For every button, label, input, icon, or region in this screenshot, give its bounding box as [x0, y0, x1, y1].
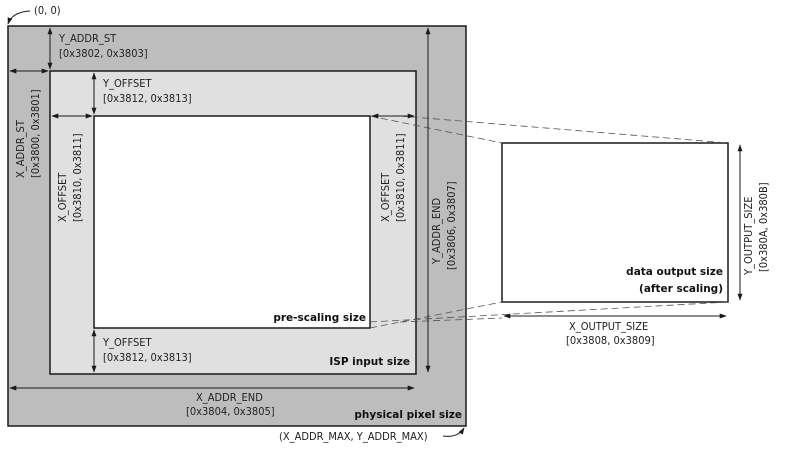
data-output-area: [501, 142, 729, 303]
x-offset-left-name: X_OFFSET: [56, 172, 69, 222]
x-addr-st-regs: [0x3800, 0x3801]: [29, 89, 42, 178]
origin-leader: [7, 10, 31, 25]
x-addr-st-name: X_ADDR_ST: [14, 119, 27, 178]
x-addr-end-regs: [0x3804, 0x3805]: [186, 405, 275, 418]
x-output-size-name: X_OUTPUT_SIZE: [569, 320, 648, 333]
y-addr-end-name: Y_ADDR_END: [430, 198, 443, 265]
x-offset-right-name: X_OFFSET: [379, 172, 392, 222]
x-offset-right-regs: [0x3810, 0x3811]: [394, 133, 407, 222]
output-label-line1: data output size: [626, 266, 723, 278]
x-addr-end-name: X_ADDR_END: [196, 391, 263, 404]
output-label-line2: (after scaling): [639, 283, 723, 295]
physical-pixel-label: physical pixel size: [354, 409, 462, 421]
y-addr-st-name: Y_ADDR_ST: [58, 32, 117, 45]
pre-scaling-area: [93, 115, 371, 329]
y-output-size-regs: [0x380A, 0x380B]: [757, 182, 770, 272]
y-addr-st-regs: [0x3802, 0x3803]: [59, 47, 148, 60]
isp-input-label: ISP input size: [329, 356, 410, 368]
origin-label: (0, 0): [34, 4, 61, 17]
y-offset-top-name: Y_OFFSET: [102, 77, 153, 90]
pre-scaling-label: pre-scaling size: [273, 312, 366, 324]
dimension-arrows: [9, 27, 743, 391]
y-offset-top-regs: [0x3812, 0x3813]: [103, 92, 192, 105]
x-offset-left-regs: [0x3810, 0x3811]: [71, 133, 84, 222]
y-addr-end-regs: [0x3806, 0x3807]: [445, 181, 458, 270]
y-output-size-name: Y_OUTPUT_SIZE: [742, 197, 755, 277]
y-offset-bottom-name: Y_OFFSET: [102, 336, 153, 349]
max-label: (X_ADDR_MAX, Y_ADDR_MAX): [279, 430, 428, 443]
y-offset-bottom-regs: [0x3812, 0x3813]: [103, 351, 192, 364]
x-output-size-regs: [0x3808, 0x3809]: [566, 334, 655, 347]
max-leader: [442, 427, 465, 437]
